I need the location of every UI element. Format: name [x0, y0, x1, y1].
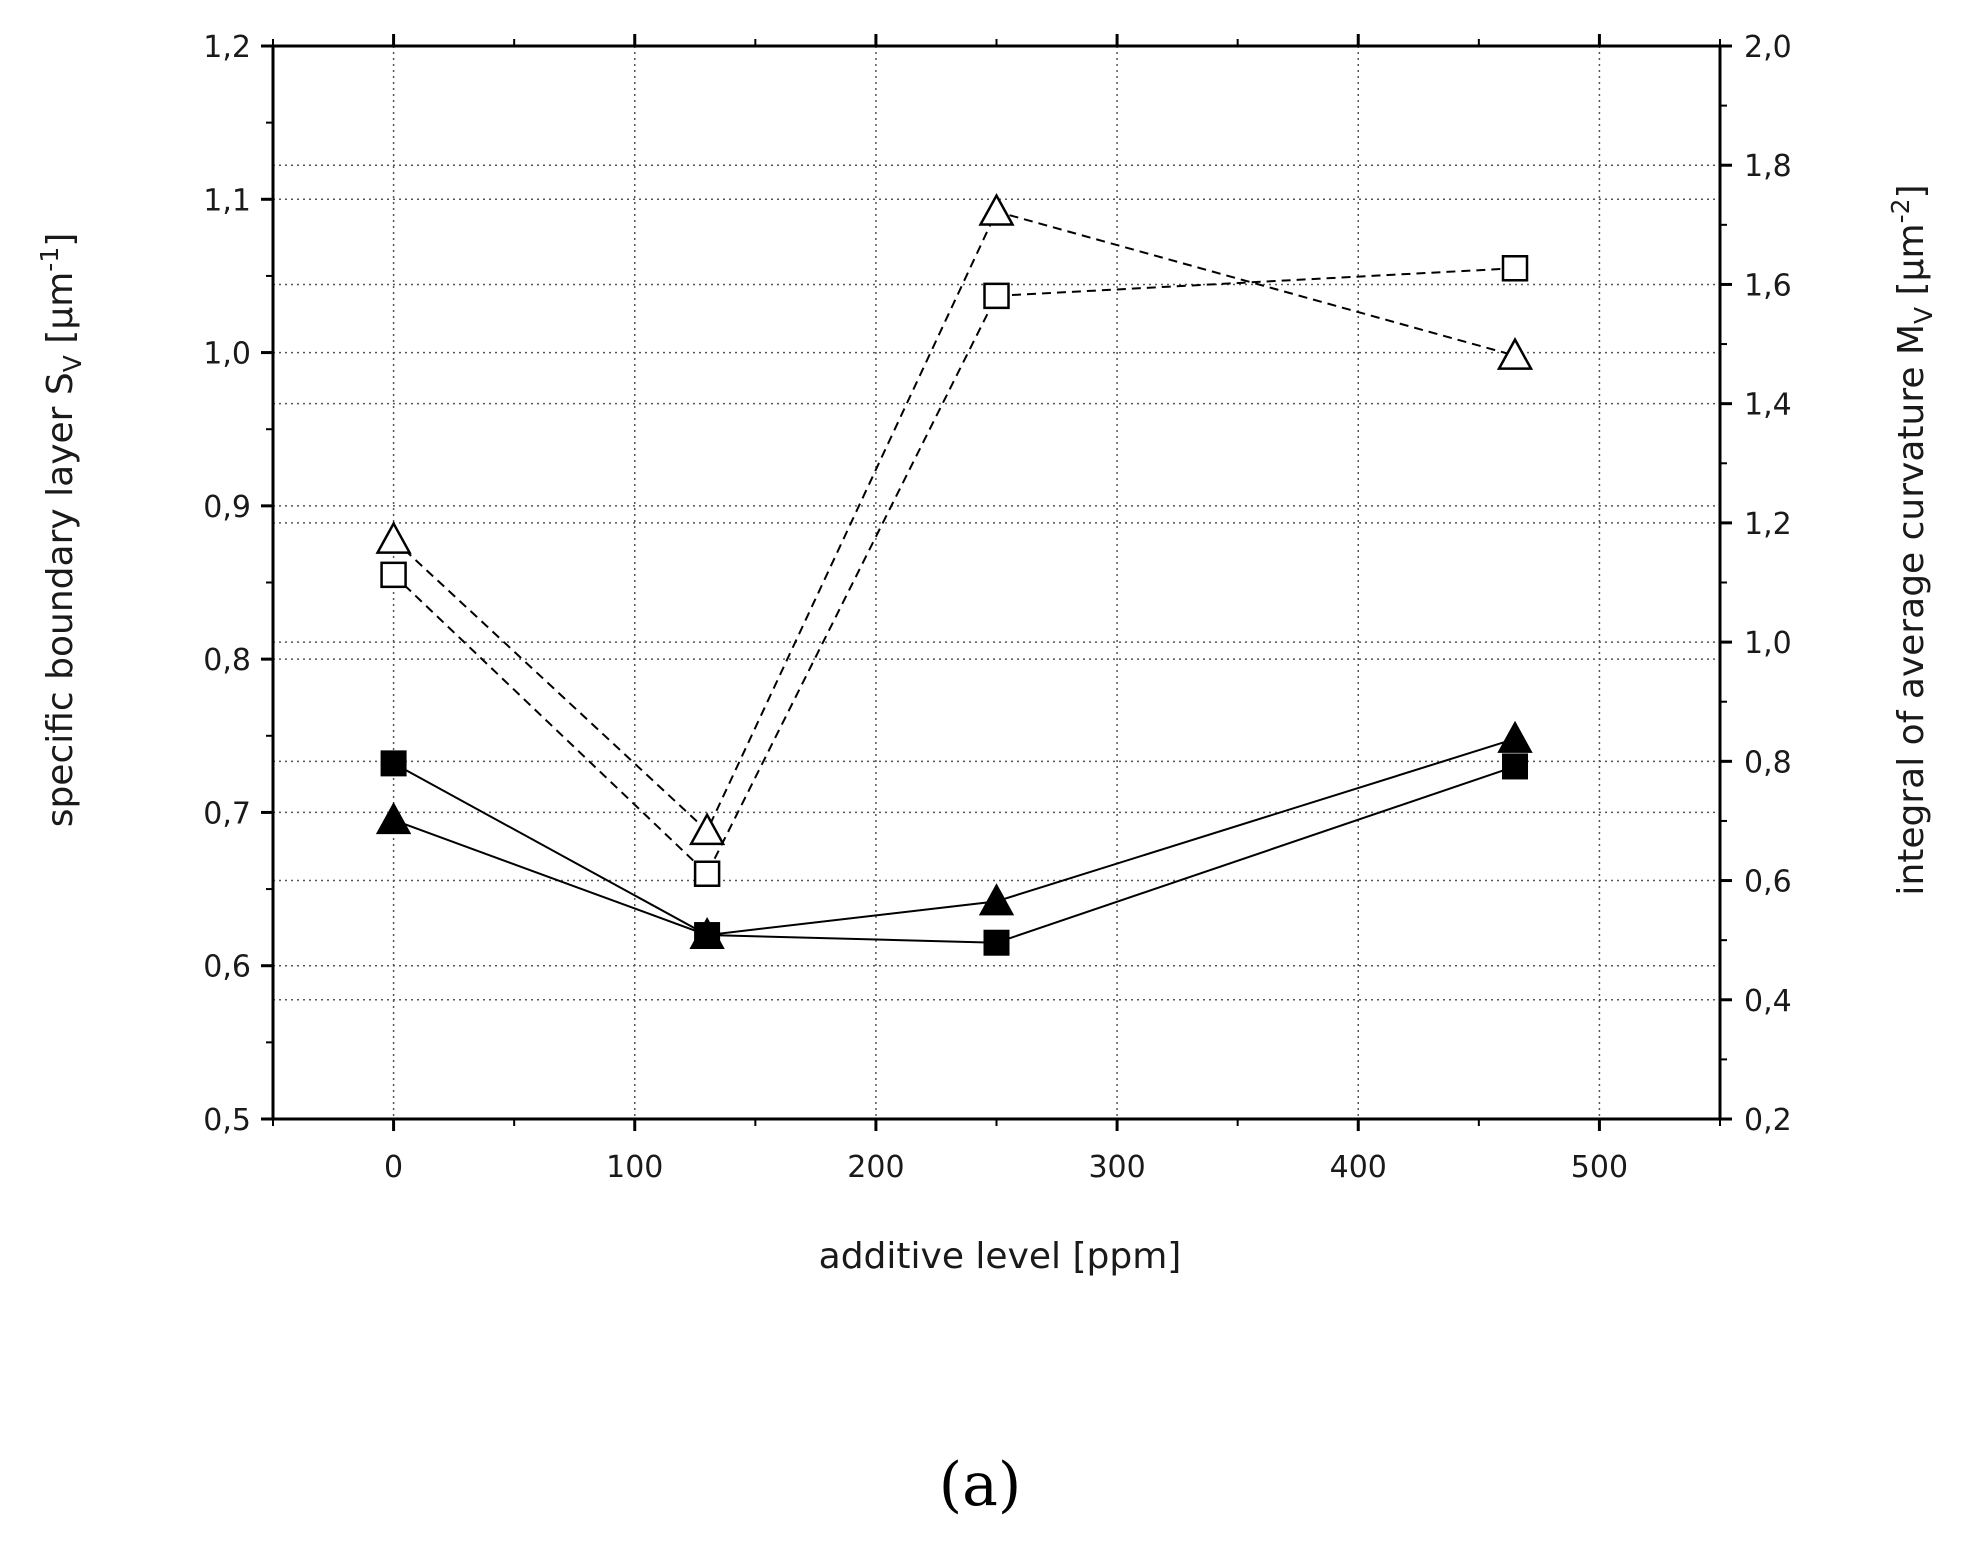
x-tick-label: 200: [847, 1150, 904, 1185]
y-right-title-sup: -2: [1886, 198, 1915, 223]
y-right-title-unit-close: ]: [1891, 184, 1932, 198]
data-point-triangle-open: [978, 192, 1015, 226]
y-left-tick-label: 0,9: [203, 490, 251, 525]
axis-ticks: [261, 34, 1732, 1131]
y-right-title-sub: V: [1909, 307, 1938, 324]
data-point-triangle-open: [375, 520, 412, 554]
y-right-tick-label: 1,6: [1744, 268, 1792, 303]
series-square-open: [380, 255, 1529, 887]
y-right-tick-label: 0,6: [1744, 865, 1792, 900]
y-left-tick-label: 0,7: [203, 796, 251, 831]
y-right-title-unit-open: [µm: [1891, 223, 1932, 306]
y-left-tick-label: 0,8: [203, 643, 251, 678]
y-right-tick-label: 0,2: [1744, 1103, 1792, 1138]
data-point-square-open: [693, 860, 721, 887]
data-point-triangle-filled: [978, 883, 1015, 916]
y-left-tick-label: 1,0: [203, 337, 251, 372]
y-right-tick-label: 1,2: [1744, 507, 1792, 542]
panel-label: (a): [939, 1450, 1022, 1520]
series-square-filled: [380, 750, 1529, 956]
y-left-title-sup: -1: [35, 247, 64, 272]
series-line-square-open: [392, 267, 1516, 876]
y-left-tick-label: 1,2: [203, 30, 251, 65]
data-point-square-filled: [1502, 753, 1529, 780]
x-tick-label: 500: [1571, 1150, 1628, 1185]
data-point-square-filled: [983, 929, 1010, 956]
y-left-title-sub: V: [58, 355, 87, 372]
y-left-tick-label: 1,1: [203, 183, 251, 218]
data-series: [375, 192, 1534, 956]
y-left-title-main: specific boundary layer S: [40, 372, 81, 827]
series-triangle-open: [375, 192, 1534, 846]
y-left-tick-label: 0,6: [203, 950, 251, 985]
y-right-tick-label: 0,8: [1744, 745, 1792, 780]
y-right-title-main: integral of average curvature M: [1891, 324, 1932, 896]
y-left-tick-label: 0,5: [203, 1103, 251, 1138]
x-axis-title: additive level [ppm]: [819, 1236, 1182, 1277]
data-point-triangle-filled: [1497, 720, 1533, 753]
x-tick-label: 400: [1330, 1150, 1387, 1185]
series-triangle-filled: [375, 720, 1533, 950]
data-point-triangle-open: [688, 812, 726, 846]
data-point-triangle-open: [1496, 337, 1534, 370]
data-point-square-open: [380, 561, 407, 589]
series-line-triangle-open: [392, 210, 1516, 833]
y-right-tick-label: 0,4: [1744, 984, 1792, 1019]
data-point-square-open: [983, 282, 1010, 310]
data-point-triangle-filled: [375, 802, 412, 835]
x-tick-label: 100: [606, 1150, 663, 1185]
axis-tick-labels: 0 100 200 300 400 500 0,5 0,6 0,7 0,8 0,9 1,0 1,1 1,2…: [203, 30, 1791, 1185]
y-left-title-unit-open: [µm: [40, 272, 81, 355]
data-point-square-filled: [380, 750, 407, 777]
x-tick-label: 0: [384, 1150, 403, 1185]
y-axis-right-title: integral of average curvature MV [µm-2]: [1886, 184, 1938, 895]
y-right-tick-label: 2,0: [1744, 30, 1792, 65]
data-point-triangle-filled: [689, 916, 725, 950]
series-line-square-filled: [393, 762, 1516, 944]
y-right-tick-label: 1,8: [1744, 149, 1792, 184]
data-point-square-open: [1501, 255, 1529, 282]
series-line-triangle-filled: [393, 737, 1516, 937]
y-axis-left-title: specific boundary layer SV [µm-1]: [35, 233, 87, 828]
x-tick-label: 300: [1088, 1150, 1145, 1185]
y-left-title-unit-close: ]: [40, 233, 81, 247]
y-right-tick-label: 1,4: [1744, 388, 1792, 423]
y-right-tick-label: 1,0: [1744, 626, 1792, 661]
